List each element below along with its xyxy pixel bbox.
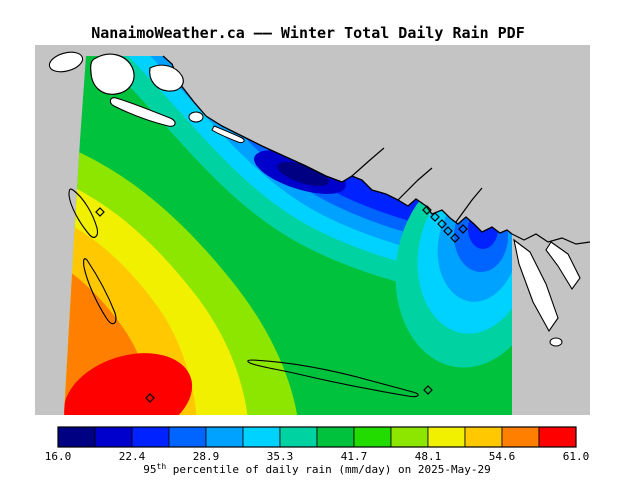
station-marker [450, 233, 460, 243]
island-shape [188, 111, 204, 123]
colorbar-caption: 95th percentile of daily rain (mm/day) o… [143, 462, 490, 476]
colorbar-segment [427, 426, 466, 448]
colorbar-segment [205, 426, 244, 448]
colorbar-segment [353, 426, 392, 448]
colorbar-tick-label: 41.7 [341, 450, 368, 463]
colorbar-tick-labels: 16.0 22.4 28.9 35.3 41.7 48.1 54.6 61.0 [45, 450, 590, 463]
inlet-line [455, 187, 483, 223]
colorbar-segment [131, 426, 170, 448]
lowland-shape [513, 238, 559, 333]
island-shape [149, 64, 184, 92]
colorbar-tick-label: 16.0 [45, 450, 72, 463]
island-shape [211, 125, 245, 143]
caption-prefix: 95 [143, 463, 156, 476]
colorbar-border [57, 426, 577, 448]
lake-outline [83, 258, 117, 325]
station-marker [423, 385, 433, 395]
caption-rest: percentile of daily rain (mm/day) on 202… [166, 463, 491, 476]
colorbar-tick-label: 54.6 [489, 450, 516, 463]
station-marker [443, 226, 453, 236]
lake-outline [68, 188, 98, 238]
colorbar-segment [242, 426, 281, 448]
colorbar-segment [57, 426, 96, 448]
figure-title: NanaimoWeather.ca —— Winter Total Daily … [91, 24, 524, 42]
station-marker [458, 224, 468, 234]
island-shape [48, 51, 84, 73]
colorbar-segment [94, 426, 133, 448]
contour-core-navy-minimum [277, 162, 329, 186]
station-marker [437, 219, 447, 229]
lowland-shape [545, 241, 581, 290]
island-outline [247, 359, 419, 398]
station-marker-group [95, 205, 468, 403]
colorbar-tick-label: 48.1 [415, 450, 442, 463]
station-marker [430, 212, 440, 222]
station-marker [422, 205, 432, 215]
colorbar-segment [464, 426, 503, 448]
colorbar-segment [538, 426, 577, 448]
colorbar-segments [57, 426, 577, 448]
colorbar-tick-label: 22.4 [119, 450, 146, 463]
colorbar-segment [168, 426, 207, 448]
coastline-mainland [162, 55, 513, 235]
station-marker [95, 207, 105, 217]
inlet-line [397, 167, 433, 201]
station-marker [145, 393, 155, 403]
colorbar-tick-label: 28.9 [193, 450, 220, 463]
colorbar-segment [501, 426, 540, 448]
coastline-east [511, 233, 591, 245]
colorbar-segment [390, 426, 429, 448]
inlet-line [351, 147, 385, 177]
contour-core-red-maximum [64, 353, 193, 415]
colorbar-segment [316, 426, 355, 448]
colorbar-tick-label: 35.3 [267, 450, 294, 463]
island-shape [109, 97, 176, 127]
island-shape [90, 53, 135, 95]
map-plot [35, 45, 591, 415]
caption-superscript: th [157, 462, 167, 471]
island-shape [549, 337, 563, 347]
colorbar-tick-label: 61.0 [563, 450, 590, 463]
colorbar: 16.0 22.4 28.9 35.3 41.7 48.1 54.6 61.0 [45, 426, 590, 463]
colorbar-segment [279, 426, 318, 448]
